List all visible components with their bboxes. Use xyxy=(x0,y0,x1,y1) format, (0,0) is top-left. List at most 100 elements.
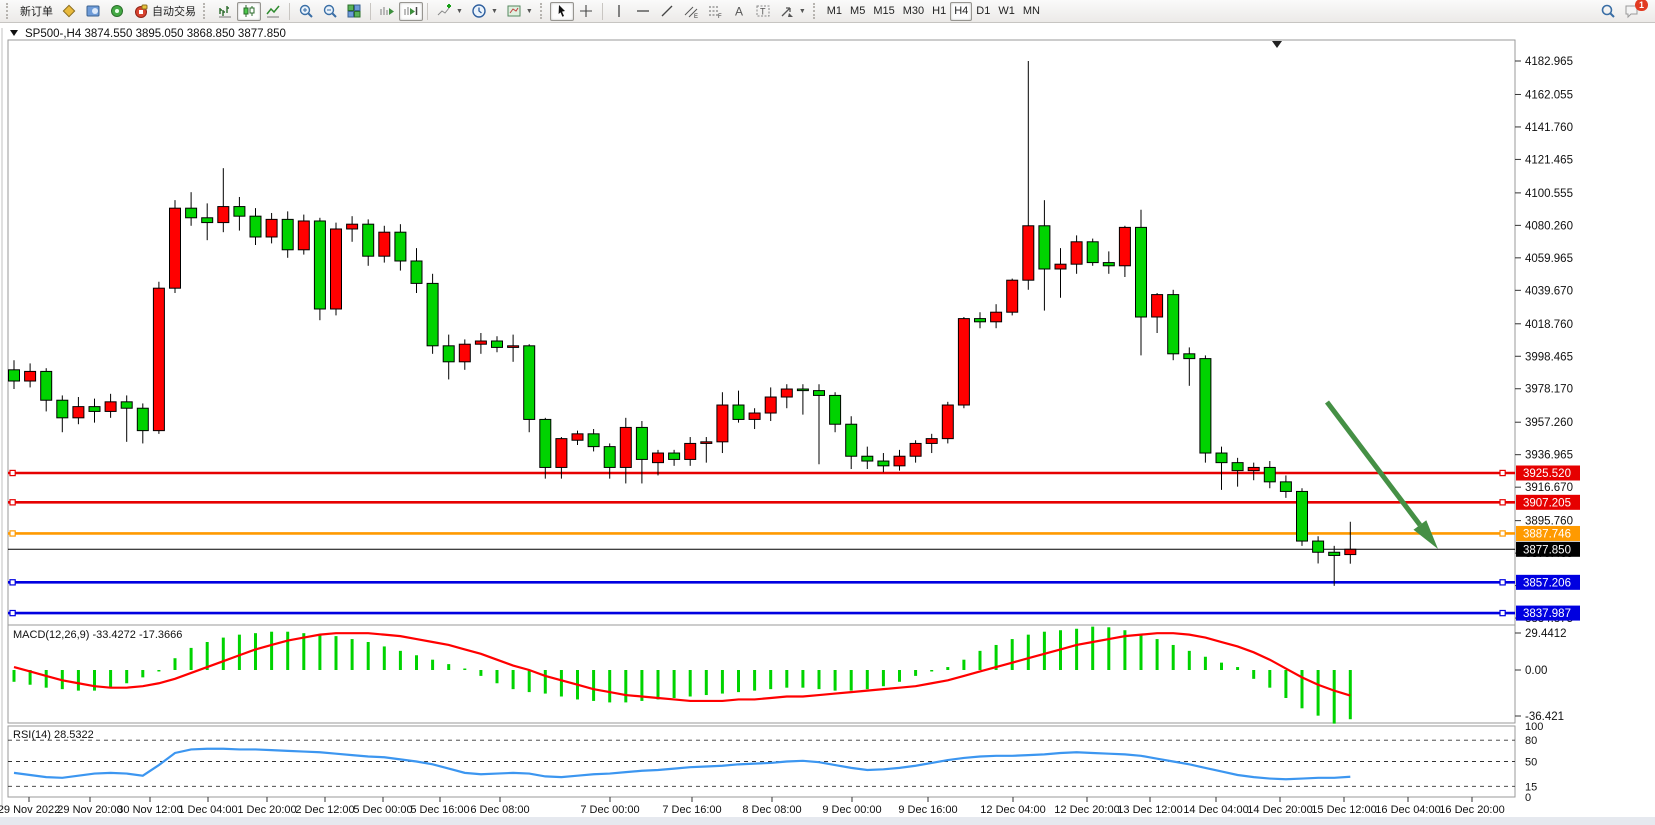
chart-plot-area[interactable] xyxy=(8,40,1515,625)
cursor-button[interactable] xyxy=(549,1,574,21)
macd-pane: MACD(12,26,9) -33.4272 -17.3666 xyxy=(12,626,1352,724)
candle xyxy=(297,220,310,251)
autotrade-icon xyxy=(135,4,148,18)
time-tick-label: 1 Dec 20:00 xyxy=(237,804,296,816)
chat-button[interactable]: 1 xyxy=(1620,0,1648,21)
timeframe-m1-button[interactable]: M1 xyxy=(823,2,846,21)
chart-menu-triangle-icon[interactable] xyxy=(10,30,18,36)
vline-button[interactable] xyxy=(607,2,631,21)
chart-line-button[interactable] xyxy=(261,2,285,21)
hline-handle[interactable] xyxy=(1499,499,1506,506)
svg-text:E: E xyxy=(694,14,698,19)
timeframe-h1-button[interactable]: H1 xyxy=(928,2,950,21)
time-tick-label: 29 Nov 2022 xyxy=(0,804,60,816)
svg-text:T: T xyxy=(760,7,766,17)
market-watch-button[interactable] xyxy=(57,2,81,21)
candle xyxy=(378,231,391,257)
crosshair-button[interactable] xyxy=(574,2,598,21)
candle xyxy=(780,388,793,398)
timeframe-label: D1 xyxy=(976,5,991,17)
search-button[interactable] xyxy=(1596,2,1620,21)
time-tick-label: 29 Nov 20:00 xyxy=(57,804,122,816)
candle xyxy=(1263,466,1276,483)
candle xyxy=(217,206,230,224)
candle xyxy=(684,442,697,460)
candle xyxy=(668,452,681,460)
chart-bars-button[interactable] xyxy=(213,2,237,21)
hline-handle[interactable] xyxy=(1499,469,1506,477)
candle xyxy=(136,407,149,432)
macd-scale-label: 0.00 xyxy=(1525,665,1547,677)
candle xyxy=(587,433,600,448)
time-tick-label: 14 Dec 04:00 xyxy=(1183,804,1248,816)
toolbar-separator xyxy=(289,2,290,20)
chart-candles-button[interactable] xyxy=(237,1,261,21)
data-window-button[interactable] xyxy=(81,2,105,21)
price-scale[interactable]: 4182.965 4162.055 4141.760 4121.465 4100.555… xyxy=(1515,56,1580,804)
zoom-in-button[interactable] xyxy=(294,2,318,21)
navigator-button[interactable] xyxy=(105,2,129,21)
time-tick-label: 15 Dec 12:00 xyxy=(1311,804,1376,816)
price-badge-label: 3857.206 xyxy=(1523,577,1571,589)
periods-button[interactable]: ▼ xyxy=(467,2,502,21)
candle xyxy=(1344,548,1357,556)
channel-button[interactable]: E xyxy=(679,2,703,21)
zoom-out-button[interactable] xyxy=(318,2,342,21)
macd-pane-border xyxy=(7,624,1516,724)
text-button[interactable]: A xyxy=(727,2,751,21)
candle xyxy=(571,433,584,441)
timeframe-m5-button[interactable]: M5 xyxy=(846,2,869,21)
autotrade-button[interactable]: 自动交易 xyxy=(129,2,200,21)
trend-arrow-head[interactable] xyxy=(1413,520,1439,549)
timeframe-m30-button[interactable]: M30 xyxy=(899,2,928,21)
chevron-down-icon: ▼ xyxy=(525,7,533,15)
tile-windows-button[interactable] xyxy=(342,2,366,21)
time-tick-label: 5 Dec 16:00 xyxy=(410,804,469,816)
price-tick-label: 4018.760 xyxy=(1525,319,1573,331)
shift-marker-icon[interactable] xyxy=(1272,41,1282,48)
fibo-button[interactable]: F xyxy=(703,2,727,21)
indicators-button[interactable]: ▼ xyxy=(432,2,467,21)
chart-line-icon xyxy=(266,5,280,18)
templates-button[interactable]: ▼ xyxy=(502,2,537,21)
hline-handle[interactable] xyxy=(1499,579,1506,586)
candle xyxy=(1022,225,1035,281)
label-button[interactable]: T xyxy=(751,2,775,21)
chart-shift-button[interactable] xyxy=(399,1,423,21)
candle xyxy=(265,218,278,238)
trendline-button[interactable] xyxy=(655,2,679,21)
arrows-button[interactable]: ▼ xyxy=(775,2,810,21)
candle xyxy=(249,215,262,238)
candle xyxy=(813,390,825,396)
hline-handle[interactable] xyxy=(9,469,16,477)
fibo-icon: F xyxy=(708,6,722,19)
macd-signal-line xyxy=(13,632,1351,703)
hline-handle[interactable] xyxy=(9,609,16,617)
timeframe-m15-button[interactable]: M15 xyxy=(869,2,898,21)
timeframe-label: W1 xyxy=(998,5,1015,17)
new-order-button[interactable]: 新订单 xyxy=(16,2,57,21)
candle xyxy=(458,343,471,363)
timeframe-w1-button[interactable]: W1 xyxy=(994,2,1019,21)
hline-handle[interactable] xyxy=(9,579,16,586)
candle xyxy=(700,441,713,444)
hline-handle[interactable] xyxy=(1499,609,1506,617)
candle xyxy=(1215,452,1228,464)
timeframe-mn-button[interactable]: MN xyxy=(1019,2,1044,21)
hline-handle[interactable] xyxy=(1499,530,1506,537)
trend-arrow[interactable] xyxy=(1325,400,1422,527)
hline-handle[interactable] xyxy=(9,499,16,506)
candle xyxy=(1312,540,1325,553)
hline-handle[interactable] xyxy=(9,530,16,537)
candle xyxy=(603,446,616,468)
hline-button[interactable] xyxy=(631,2,655,21)
timeframe-d1-button[interactable]: D1 xyxy=(972,2,994,21)
candle xyxy=(474,340,487,345)
price-tick-label: 3957.260 xyxy=(1525,417,1573,429)
main-toolbar: 新订单 自动交易 ▼ ▼ ▼ E F A T ▼ M1 M5 M15 M30 H1 H4 D1 W1 MN 1 xyxy=(0,0,1655,23)
auto-scroll-button[interactable] xyxy=(375,2,399,21)
timeframe-h4-button[interactable]: H4 xyxy=(950,1,973,21)
cursor-icon xyxy=(558,5,565,17)
